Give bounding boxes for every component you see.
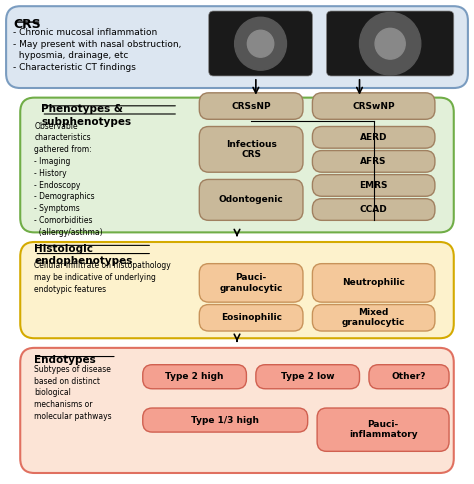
FancyBboxPatch shape <box>143 408 308 432</box>
FancyBboxPatch shape <box>209 11 312 76</box>
Text: Type 2 low: Type 2 low <box>281 372 335 381</box>
FancyBboxPatch shape <box>312 151 435 172</box>
FancyBboxPatch shape <box>199 93 303 119</box>
Text: Phenotypes &
subphenotypes: Phenotypes & subphenotypes <box>41 105 132 127</box>
Text: CRSwNP: CRSwNP <box>352 102 395 110</box>
FancyBboxPatch shape <box>6 6 468 88</box>
FancyBboxPatch shape <box>369 365 449 389</box>
Text: Neutrophilic: Neutrophilic <box>342 278 405 287</box>
Text: Histologic
endophenotypes: Histologic endophenotypes <box>35 244 133 266</box>
Text: AFRS: AFRS <box>360 157 387 166</box>
FancyBboxPatch shape <box>312 93 435 119</box>
FancyBboxPatch shape <box>199 304 303 331</box>
Text: Infectious
CRS: Infectious CRS <box>226 140 276 159</box>
Text: Pauci-
inflammatory: Pauci- inflammatory <box>349 420 418 439</box>
FancyBboxPatch shape <box>199 126 303 172</box>
Text: Type 2 high: Type 2 high <box>165 372 224 381</box>
Circle shape <box>359 13 421 75</box>
Circle shape <box>235 17 286 70</box>
Text: - Chronic mucosal inflammation
- May present with nasal obstruction,
  hyposmia,: - Chronic mucosal inflammation - May pre… <box>13 28 182 72</box>
Text: CRSsNP: CRSsNP <box>231 102 271 110</box>
FancyBboxPatch shape <box>20 242 454 338</box>
Text: Mixed
granulocytic: Mixed granulocytic <box>342 308 405 328</box>
Text: Other?: Other? <box>392 372 426 381</box>
Text: Type 1/3 high: Type 1/3 high <box>191 416 259 424</box>
FancyBboxPatch shape <box>312 199 435 220</box>
FancyBboxPatch shape <box>327 11 454 76</box>
FancyBboxPatch shape <box>312 264 435 302</box>
Circle shape <box>375 29 405 59</box>
FancyBboxPatch shape <box>312 304 435 331</box>
Text: Odontogenic: Odontogenic <box>219 196 283 204</box>
FancyBboxPatch shape <box>20 98 454 232</box>
FancyBboxPatch shape <box>20 348 454 473</box>
Text: EMRS: EMRS <box>359 181 388 190</box>
Text: CCAD: CCAD <box>360 205 388 214</box>
FancyBboxPatch shape <box>312 175 435 197</box>
Text: Observable
characteristics
gathered from:
- Imaging
- History
- Endoscopy
- Demo: Observable characteristics gathered from… <box>35 121 103 237</box>
FancyBboxPatch shape <box>199 264 303 302</box>
Text: AERD: AERD <box>360 133 387 142</box>
FancyBboxPatch shape <box>256 365 359 389</box>
Text: CRS: CRS <box>13 18 41 31</box>
FancyBboxPatch shape <box>317 408 449 452</box>
FancyBboxPatch shape <box>312 126 435 148</box>
Text: Endotypes: Endotypes <box>35 355 96 365</box>
Text: Eosinophilic: Eosinophilic <box>220 313 282 322</box>
Text: Cellular infiltrate on histopathology
may be indicative of underlying
endotypic : Cellular infiltrate on histopathology ma… <box>35 261 171 294</box>
FancyBboxPatch shape <box>199 180 303 220</box>
Text: Pauci-
granulocytic: Pauci- granulocytic <box>219 273 283 293</box>
Text: Subtypes of disease
based on distinct
biological
mechanisms or
molecular pathway: Subtypes of disease based on distinct bi… <box>35 365 112 421</box>
FancyBboxPatch shape <box>143 365 246 389</box>
Circle shape <box>247 30 274 57</box>
